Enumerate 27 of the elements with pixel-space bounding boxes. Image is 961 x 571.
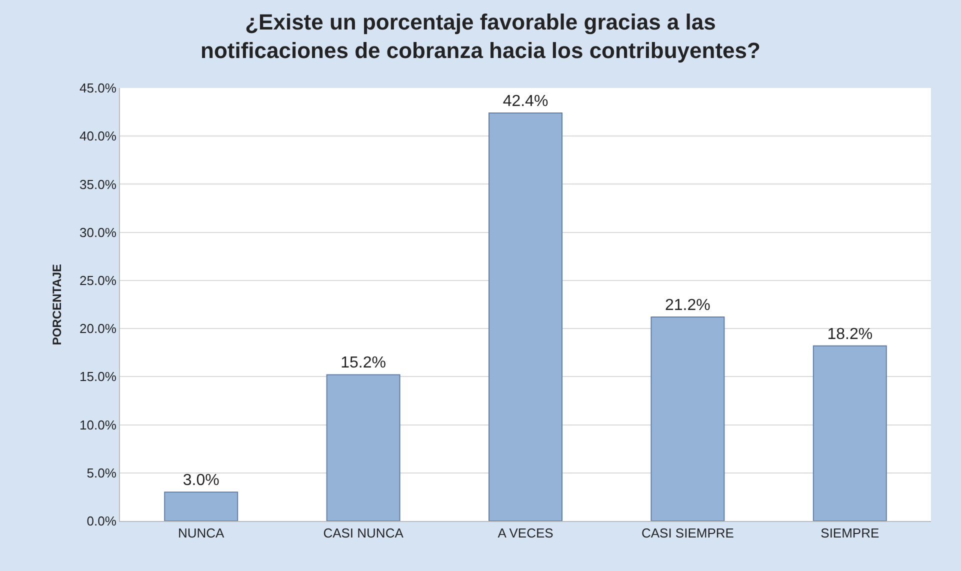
bar: [326, 374, 400, 521]
x-tick-label: SIEMPRE: [820, 526, 880, 541]
bar: [812, 345, 887, 521]
y-axis-title: PORCENTAJE: [50, 264, 64, 346]
data-label: 18.2%: [827, 326, 873, 343]
y-tick-label: 10.0%: [80, 417, 117, 432]
y-tick-label: 0.0%: [86, 514, 117, 529]
data-label: 15.2%: [340, 354, 386, 372]
y-tick-label: 45.0%: [80, 80, 117, 96]
y-tick-label: 25.0%: [80, 272, 117, 288]
y-tick-label: 20.0%: [80, 321, 117, 336]
bar: [488, 112, 562, 521]
data-label: 42.4%: [502, 93, 548, 110]
y-tick-label: 30.0%: [80, 224, 117, 240]
bar: [164, 492, 238, 521]
chart-title: ¿Existe un porcentaje favorable gracias a las notificaciones de cobranza hacia los contribuyentes?: [200, 9, 760, 63]
data-label: 21.2%: [665, 297, 710, 314]
x-tick-label: CASI NUNCA: [323, 526, 404, 541]
data-label: 3.0%: [182, 472, 220, 490]
x-tick-label: A VECES: [498, 526, 554, 541]
y-tick-label: 40.0%: [80, 128, 117, 144]
x-tick-label: NUNCA: [178, 526, 225, 541]
bar: [650, 316, 725, 521]
y-tick-label: 15.0%: [80, 369, 117, 384]
x-tick-label: CASI SIEMPRE: [641, 526, 734, 541]
y-tick-label: 35.0%: [80, 176, 117, 192]
y-tick-label: 5.0%: [86, 465, 117, 480]
